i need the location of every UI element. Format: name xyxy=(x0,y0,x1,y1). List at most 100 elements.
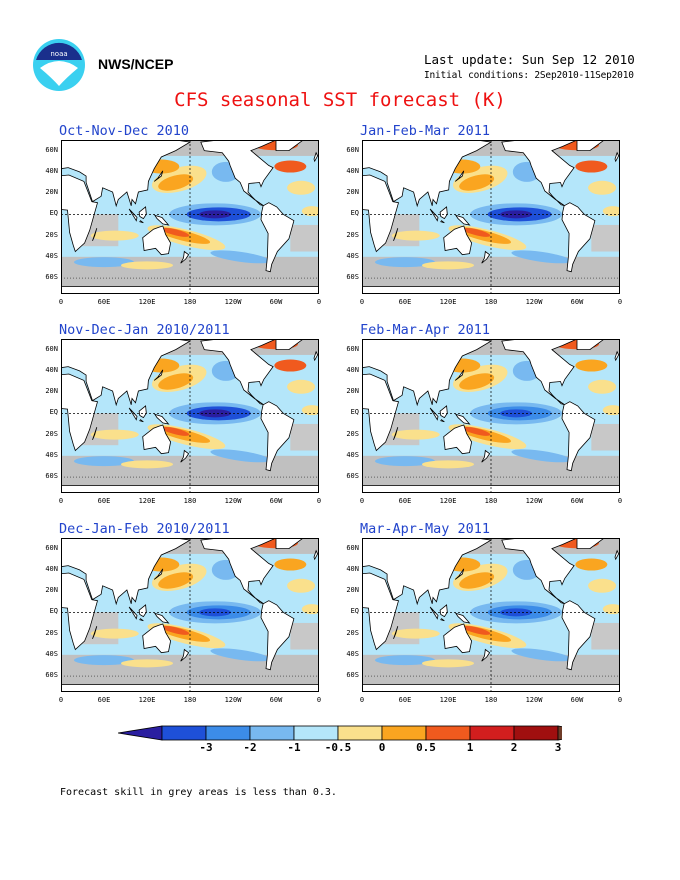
lon-label: 0 xyxy=(359,497,365,505)
color-bar-label: -3 xyxy=(199,741,213,754)
lon-label: 120E xyxy=(439,298,457,306)
lat-label: EQ xyxy=(350,607,359,616)
color-bar-label: 3 xyxy=(554,741,562,754)
lon-label: 0 xyxy=(617,497,623,505)
lat-label: 40S xyxy=(346,251,359,260)
lon-label: 0 xyxy=(359,298,365,306)
lon-label: 0 xyxy=(58,696,64,704)
lon-label: 120W xyxy=(224,696,242,704)
lat-label: 20S xyxy=(346,429,359,438)
lon-label: 60E xyxy=(97,696,111,704)
lat-label: 20N xyxy=(45,387,58,396)
lon-label: 60E xyxy=(398,696,412,704)
lon-label: 0 xyxy=(617,298,623,306)
lon-label: 0 xyxy=(617,696,623,704)
lat-label: EQ xyxy=(49,408,58,417)
color-bar-swatch xyxy=(513,725,559,741)
color-bar-label: -0.5 xyxy=(324,741,352,754)
color-bar-swatch xyxy=(293,725,339,741)
lat-label: EQ xyxy=(49,607,58,616)
lon-label: 60W xyxy=(269,696,283,704)
lon-label: 60W xyxy=(570,696,584,704)
color-bar-low-arrow xyxy=(118,725,163,741)
footnote: Forecast skill in grey areas is less tha… xyxy=(60,787,337,798)
lon-label: 180 xyxy=(183,497,197,505)
lat-label: 20N xyxy=(346,387,359,396)
panel-title: Nov-Dec-Jan 2010/2011 xyxy=(59,322,230,338)
panel-title: Dec-Jan-Feb 2010/2011 xyxy=(59,521,230,537)
lat-label: 40N xyxy=(45,166,58,175)
lat-label: 20S xyxy=(45,628,58,637)
panel-title: Feb-Mar-Apr 2011 xyxy=(360,322,491,338)
initial-conditions: Initial conditions: 2Sep2010-11Sep2010 xyxy=(424,70,634,81)
lat-label: 60S xyxy=(346,472,359,481)
color-bar-swatch xyxy=(249,725,295,741)
lat-label: 40N xyxy=(346,166,359,175)
color-bar-label: -1 xyxy=(287,741,301,754)
lat-label: 40S xyxy=(346,450,359,459)
lat-label: 60S xyxy=(45,671,58,680)
color-bar-label: 0 xyxy=(378,741,386,754)
lat-label: 40S xyxy=(346,649,359,658)
lon-label: 0 xyxy=(58,298,64,306)
color-bar-swatch xyxy=(161,725,207,741)
panel-title: Jan-Feb-Mar 2011 xyxy=(360,123,491,139)
lon-label: 180 xyxy=(484,696,498,704)
lat-label: EQ xyxy=(350,209,359,218)
lon-label: 120W xyxy=(224,298,242,306)
lon-label: 120E xyxy=(138,298,156,306)
sst-anomaly-map xyxy=(362,140,620,294)
sst-anomaly-map xyxy=(61,339,319,493)
lat-label: 40S xyxy=(45,649,58,658)
lat-label: 40N xyxy=(45,564,58,573)
lat-label: 60N xyxy=(346,344,359,353)
color-bar-swatch xyxy=(381,725,427,741)
lat-label: 60N xyxy=(45,543,58,552)
lat-label: 40N xyxy=(346,564,359,573)
lat-label: 40S xyxy=(45,251,58,260)
noaa-logo-icon: noaa xyxy=(33,39,85,91)
color-bar-label: 2 xyxy=(510,741,518,754)
lon-label: 180 xyxy=(484,298,498,306)
lat-label: EQ xyxy=(350,408,359,417)
lat-label: 60S xyxy=(346,671,359,680)
color-bar-swatch xyxy=(205,725,251,741)
lon-label: 0 xyxy=(316,298,322,306)
panel-title: Oct-Nov-Dec 2010 xyxy=(59,123,190,139)
lat-label: 20N xyxy=(346,586,359,595)
lon-label: 120W xyxy=(525,298,543,306)
lon-label: 0 xyxy=(316,497,322,505)
color-bar-label: 1 xyxy=(466,741,474,754)
color-bar-high-arrow xyxy=(557,725,562,741)
panel-title: Mar-Apr-May 2011 xyxy=(360,521,491,537)
lon-label: 60E xyxy=(97,298,111,306)
lon-label: 180 xyxy=(183,298,197,306)
lat-label: 60S xyxy=(45,472,58,481)
lon-label: 60E xyxy=(398,298,412,306)
lon-label: 120E xyxy=(439,696,457,704)
lon-label: 120W xyxy=(525,696,543,704)
color-bar-swatch xyxy=(425,725,471,741)
lat-label: 60N xyxy=(45,344,58,353)
sst-anomaly-map xyxy=(61,140,319,294)
lat-label: 20N xyxy=(45,188,58,197)
color-bar xyxy=(118,725,562,741)
lat-label: EQ xyxy=(49,209,58,218)
lon-label: 60W xyxy=(570,298,584,306)
lon-label: 60W xyxy=(269,298,283,306)
lon-label: 60W xyxy=(269,497,283,505)
lat-label: 60N xyxy=(45,145,58,154)
lat-label: 20S xyxy=(45,230,58,239)
lon-label: 180 xyxy=(183,696,197,704)
lat-label: 20S xyxy=(346,628,359,637)
lat-label: 60N xyxy=(346,543,359,552)
lat-label: 20N xyxy=(45,586,58,595)
lon-label: 0 xyxy=(316,696,322,704)
lon-label: 60W xyxy=(570,497,584,505)
lat-label: 60N xyxy=(346,145,359,154)
color-bar-label: 0.5 xyxy=(416,741,436,754)
color-bar-label: -2 xyxy=(243,741,257,754)
lon-label: 0 xyxy=(359,696,365,704)
sst-anomaly-map xyxy=(362,339,620,493)
lon-label: 60E xyxy=(398,497,412,505)
